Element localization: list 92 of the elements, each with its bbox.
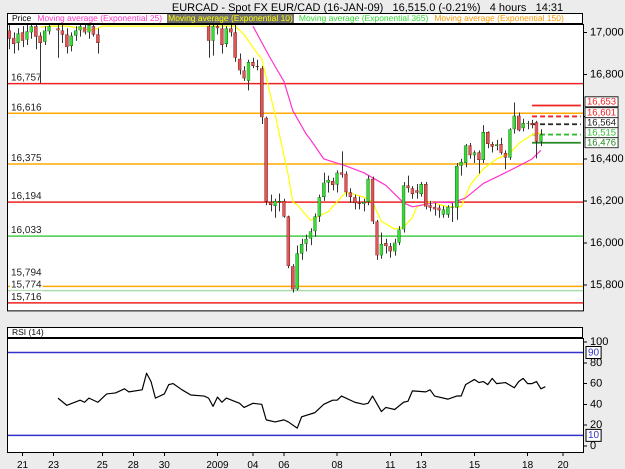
candlestick: [410, 186, 414, 200]
candlestick: [437, 204, 441, 218]
ref-line-label: 15,774: [11, 280, 42, 291]
candlestick: [238, 52, 242, 76]
x-tick-label: 23: [48, 460, 60, 469]
candlestick: [30, 24, 34, 40]
candlestick: [42, 26, 46, 46]
candlestick: [380, 232, 384, 260]
candlestick: [353, 194, 357, 210]
candlestick: [420, 181, 424, 198]
ref-line-label: 16,757: [11, 72, 42, 84]
candlestick: [220, 24, 224, 54]
data-label: 16,476: [587, 137, 616, 148]
x-tick-label: 18: [522, 460, 534, 469]
candlestick: [268, 194, 272, 212]
candlestick: [7, 24, 11, 50]
ref-line-label: 10: [588, 430, 600, 442]
ref-line-label: 15,716: [11, 292, 42, 303]
series-label: Moving average (Exponential 10): [167, 13, 294, 23]
ref-line-label: 16,194: [11, 191, 42, 202]
candlestick: [486, 130, 490, 149]
x-tick-label: 28: [128, 460, 140, 469]
candlestick: [96, 28, 100, 54]
candlestick: [12, 32, 16, 54]
x-tick-label: 2009: [206, 460, 230, 469]
chart-title: EURCAD - Spot FX EUR/CAD (16-JAN-09) 16,515.0 (-0.21%) 4 hours 14:31: [170, 2, 564, 14]
candlestick: [291, 264, 295, 293]
x-tick-label: 21: [16, 460, 29, 469]
y-tick-label: 16,800: [590, 68, 624, 81]
y-axis-title: Price: [11, 13, 32, 23]
ref-line-label: 90: [588, 347, 600, 358]
candlestick: [318, 194, 322, 222]
x-tick-label: 20: [558, 460, 570, 469]
x-tick-label: 13: [416, 460, 428, 469]
candlestick: [424, 181, 428, 210]
candlestick: [512, 102, 516, 134]
candlestick: [477, 150, 481, 174]
text: Moving average (Exponential 25): [36, 13, 164, 23]
x-tick-label: 04: [247, 460, 259, 469]
candlestick: [335, 170, 339, 193]
candlestick: [216, 24, 220, 36]
x-tick-label: 08: [332, 460, 344, 469]
y-tick-label: 100: [590, 336, 608, 348]
candlestick: [464, 144, 468, 168]
ref-line-label: 16,616: [11, 102, 42, 114]
candlestick: [388, 242, 392, 258]
candlestick: [446, 204, 450, 218]
candlestick: [251, 57, 255, 69]
x-tick-label: 25: [96, 460, 108, 469]
candlestick: [539, 128, 543, 147]
candlestick: [322, 172, 326, 202]
candlestick: [415, 184, 419, 200]
y-axis-title: RSI (14): [11, 327, 45, 337]
y-tick-label: 17,000: [590, 26, 624, 38]
x-tick-label: 11: [385, 460, 396, 469]
data-label: 16,515: [587, 127, 616, 138]
candlestick: [330, 177, 334, 191]
x-tick-label: 30: [158, 460, 170, 469]
y-tick-label: 0: [590, 440, 596, 452]
candlestick: [224, 26, 228, 48]
ref-line-label: 15,794: [11, 268, 42, 279]
candlestick: [300, 238, 304, 260]
x-tick-label: 15: [468, 460, 480, 469]
y-tick-label: 16,200: [590, 194, 624, 207]
candlestick: [516, 112, 521, 132]
data-label: 16,653: [587, 96, 616, 108]
data-label: 16,564: [587, 117, 616, 128]
data-label: 16,601: [587, 107, 616, 118]
y-tick-label: 60: [590, 378, 602, 390]
candlestick: [384, 238, 388, 254]
candlestick: [206, 24, 210, 58]
y-tick-label: 40: [590, 398, 602, 410]
candlestick: [34, 24, 38, 50]
candlestick: [521, 118, 525, 132]
candlestick: [78, 24, 82, 38]
ref-line-label: 16,375: [11, 153, 42, 164]
candlestick: [65, 28, 69, 54]
candlestick: [87, 24, 91, 40]
legend-label: Moving average (Exponential 365): [298, 13, 430, 23]
candlestick: [60, 24, 64, 44]
y-tick-label: 20: [590, 419, 602, 432]
candlestick: [74, 26, 78, 42]
y-tick-label: 16,400: [590, 152, 624, 165]
candlestick: [494, 139, 498, 151]
candlestick: [348, 188, 352, 204]
x-tick-label: 06: [278, 460, 290, 469]
candlestick: [92, 24, 96, 38]
ref-line-label: 16,033: [11, 225, 42, 236]
candlestick: [69, 32, 74, 52]
legend-label: Moving average (Exponential 150): [433, 13, 565, 23]
y-tick-label: 16,000: [590, 237, 624, 250]
y-tick-label: 15,800: [590, 279, 624, 292]
